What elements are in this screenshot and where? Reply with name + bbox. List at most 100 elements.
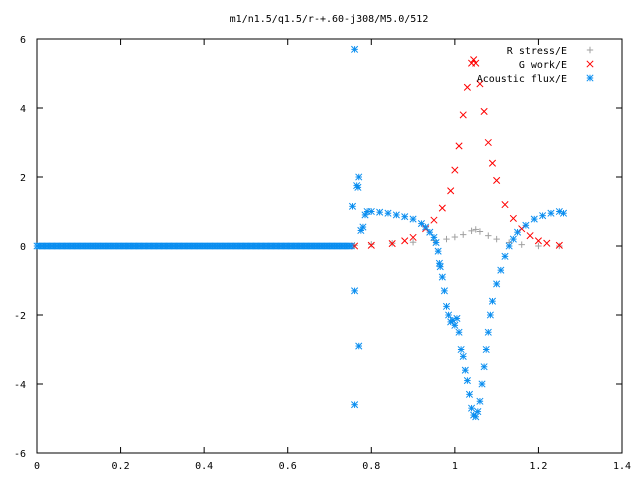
data-point	[388, 240, 396, 248]
data-point	[480, 363, 488, 371]
data-point	[451, 321, 459, 329]
data-point	[484, 328, 492, 336]
data-point	[493, 280, 501, 288]
data-point	[518, 225, 526, 233]
y-tick-label: 2	[20, 173, 26, 184]
data-point	[347, 242, 355, 250]
data-point	[367, 241, 375, 249]
data-point	[476, 397, 484, 405]
data-point	[468, 404, 476, 412]
y-tick-label: 0	[20, 242, 26, 253]
data-point	[459, 352, 467, 360]
data-point	[409, 215, 417, 223]
x-tick-label: 1.2	[529, 461, 547, 472]
data-point	[470, 56, 478, 64]
data-point	[455, 328, 463, 336]
legend: R stress/E G work/E Acoustic flux/E	[477, 46, 594, 85]
data-point	[535, 242, 542, 250]
data-point	[509, 214, 517, 222]
x-tick-label: 1	[452, 461, 458, 472]
data-point	[368, 241, 375, 248]
data-point	[453, 314, 461, 323]
data-point	[463, 83, 471, 91]
data-point	[486, 311, 494, 319]
data-point	[357, 226, 365, 235]
data-point	[451, 166, 459, 174]
data-point	[384, 209, 392, 217]
series-2	[348, 45, 568, 421]
data-point	[547, 209, 555, 217]
axes: 0 0.2 0.4 0.6 0.8 1 1.2 1.4 6 4 2 0 -2 -4 -6	[14, 35, 631, 472]
data-point	[463, 376, 471, 385]
data-point	[459, 111, 467, 119]
data-point	[355, 173, 363, 181]
data-point	[443, 235, 450, 243]
x-tick-label: 0	[34, 461, 40, 472]
data-point	[480, 107, 488, 116]
data-point	[482, 345, 490, 354]
data-point	[376, 208, 384, 216]
data-point	[426, 228, 434, 236]
data-point	[488, 159, 497, 167]
data-point	[451, 233, 459, 241]
data-point	[417, 220, 425, 228]
x-tick-label: 0.2	[112, 461, 130, 472]
y-tick-label: 4	[20, 104, 26, 115]
data-point	[351, 287, 359, 295]
data-point	[468, 227, 475, 235]
x-tick-label: 0.6	[279, 461, 297, 472]
data-point	[392, 211, 400, 219]
data-point	[484, 138, 492, 147]
data-point	[351, 242, 359, 250]
data-point	[460, 231, 467, 238]
legend-marker	[586, 60, 594, 68]
data-point	[543, 239, 551, 247]
data-point	[409, 233, 417, 241]
y-tick-label: 6	[20, 35, 26, 46]
legend-label: Acoustic flux/E	[477, 74, 567, 85]
x-tick-label: 1.4	[613, 461, 631, 472]
data-point	[493, 235, 500, 243]
chart-title: m1/n1.5/q1.5/r-+.60-j308/M5.0/512	[230, 14, 429, 25]
data-point	[493, 176, 501, 185]
data-point	[474, 408, 482, 416]
data-point	[434, 247, 442, 255]
data-point	[401, 237, 409, 245]
data-point	[509, 235, 517, 243]
data-point	[354, 183, 362, 191]
series-1	[351, 56, 563, 250]
data-point	[440, 287, 448, 295]
data-point	[465, 390, 474, 398]
data-point	[518, 241, 525, 248]
legend-marker	[586, 74, 594, 82]
data-point	[436, 263, 444, 271]
data-point	[488, 297, 497, 305]
data-point	[438, 204, 446, 212]
data-point	[455, 142, 463, 150]
data-point	[457, 345, 465, 354]
data-point	[351, 401, 359, 409]
y-tick-label: -4	[14, 380, 26, 391]
data-point	[430, 216, 438, 224]
x-tick-label: 0.8	[362, 461, 380, 472]
data-point	[501, 252, 509, 260]
legend-label: G work/E	[519, 60, 567, 71]
data-point	[355, 342, 363, 350]
data-point	[422, 223, 430, 231]
y-tick-label: -6	[14, 449, 26, 460]
data-point	[534, 237, 542, 245]
legend-label: R stress/E	[507, 46, 567, 57]
x-tick-label: 0.4	[195, 461, 213, 472]
data-point	[497, 266, 505, 274]
data-point	[472, 59, 480, 67]
data-point	[401, 213, 409, 221]
data-point	[505, 242, 513, 250]
data-point	[445, 311, 453, 319]
data-point	[409, 239, 417, 246]
data-point	[501, 201, 509, 209]
data-point	[348, 202, 357, 210]
data-point	[461, 366, 469, 374]
data-point	[530, 215, 538, 223]
data-point	[559, 209, 568, 217]
